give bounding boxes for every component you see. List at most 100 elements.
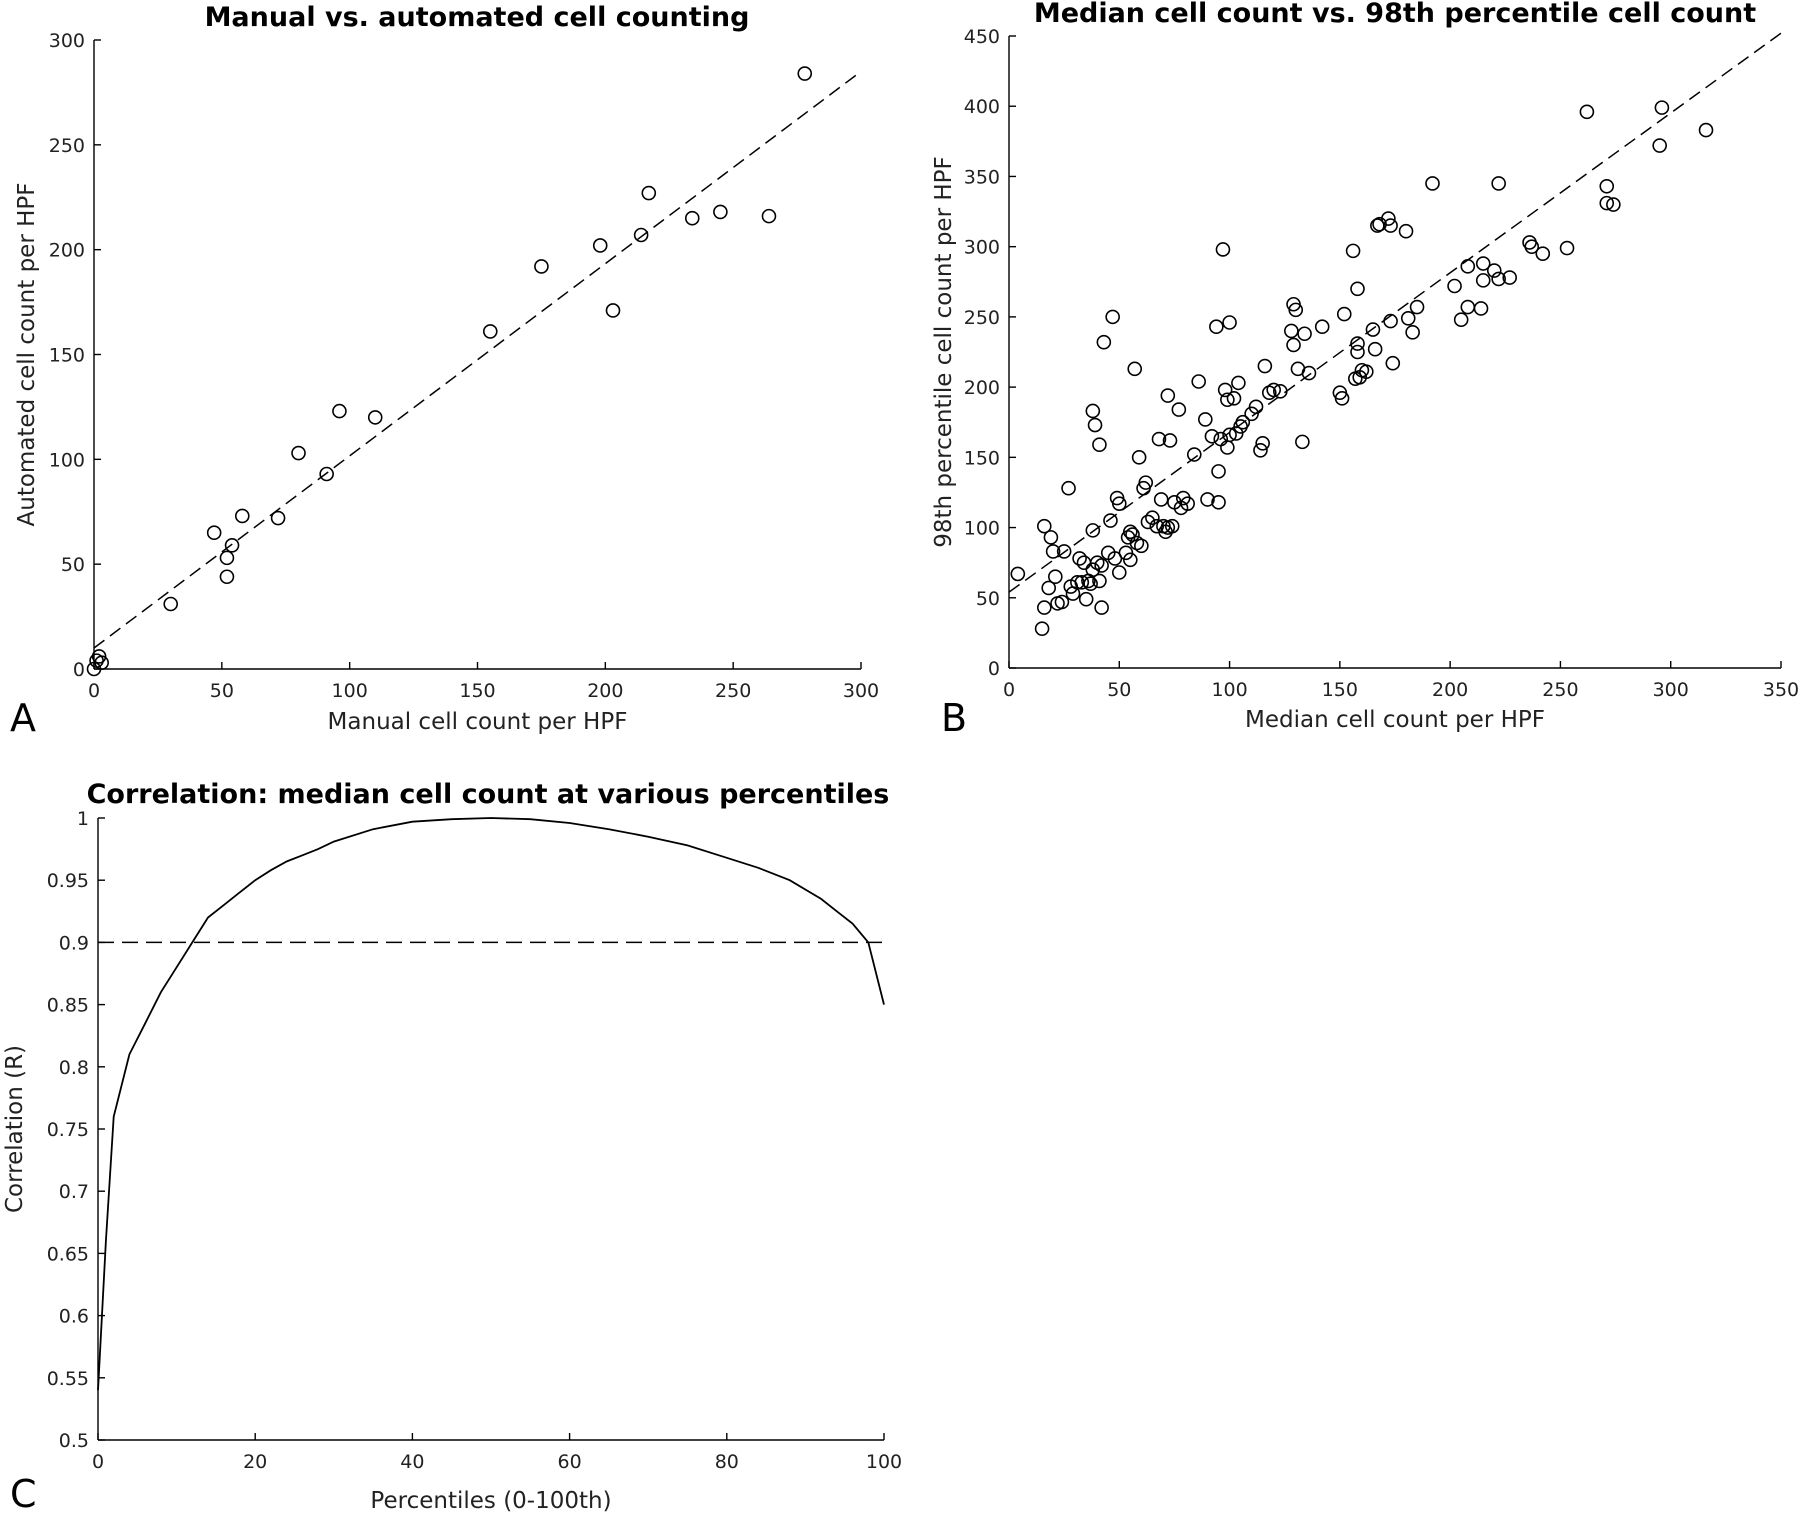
data-point (1535, 246, 1551, 261)
data-point (1244, 406, 1259, 422)
data-point (633, 227, 649, 243)
chart-title: Correlation: median cell count at variou… (87, 779, 890, 810)
y-tick-label: 450 (964, 26, 1000, 48)
x-tick-label: 50 (1107, 679, 1131, 701)
data-point (1257, 358, 1273, 374)
data-point (1383, 218, 1398, 233)
data-point (1606, 197, 1621, 212)
data-point (1140, 514, 1156, 530)
y-tick-label: 0 (73, 659, 85, 681)
data-point (1010, 566, 1026, 582)
data-point (1092, 437, 1107, 452)
data-point (1153, 492, 1169, 507)
data-point (1336, 306, 1352, 322)
data-point (1105, 309, 1120, 325)
data-point (1125, 527, 1140, 542)
data-point (1054, 594, 1070, 610)
data-point (1087, 417, 1103, 433)
data-point (1654, 100, 1670, 115)
y-tick-label: 50 (976, 588, 1000, 610)
data-point (1222, 315, 1237, 330)
data-point (319, 466, 334, 482)
y-tick-label: 0.8 (59, 1057, 89, 1079)
x-tick-label: 20 (243, 1451, 267, 1473)
data-point (1491, 176, 1506, 191)
data-point (1138, 475, 1154, 490)
data-point (482, 324, 498, 339)
data-point (1301, 365, 1317, 381)
data-point (1405, 325, 1420, 340)
y-tick-label: 200 (964, 377, 1000, 399)
data-point (1127, 361, 1143, 377)
data-point (1074, 575, 1090, 590)
data-point (1491, 271, 1506, 287)
y-tick-label: 0.7 (59, 1181, 89, 1203)
y-tick-label: 0.85 (47, 995, 89, 1017)
data-point (234, 508, 250, 524)
data-point (1345, 243, 1361, 259)
y-tick-label: 300 (49, 30, 85, 52)
x-tick-label: 250 (715, 680, 751, 702)
chart-panel-a: 0 50 100 150 200 250 300 0 50 100 150 200 250 300 Manu… (10, 2, 879, 740)
data-point (1094, 600, 1109, 615)
y-tick-label: 1 (77, 808, 89, 830)
data-point (1171, 402, 1187, 417)
data-point (1092, 573, 1107, 589)
data-point (1078, 591, 1094, 607)
data-point (1350, 344, 1365, 360)
data-point (1652, 138, 1667, 153)
panel-label: C (10, 1472, 37, 1513)
data-point (219, 550, 235, 566)
data-point (1365, 322, 1381, 337)
data-point (1145, 510, 1160, 526)
data-point (206, 525, 222, 541)
data-point (1383, 313, 1398, 329)
data-point (1559, 240, 1575, 256)
y-tick-label: 250 (49, 135, 85, 157)
data-point (1164, 518, 1180, 534)
y-tick-label: 0.6 (59, 1306, 89, 1328)
x-tick-label: 250 (1542, 679, 1578, 701)
data-point (1398, 223, 1414, 239)
data-point (1111, 565, 1127, 580)
data-point (605, 303, 621, 318)
y-tick-label: 100 (964, 518, 1000, 540)
x-tick-label: 100 (1211, 679, 1247, 701)
data-point (1186, 447, 1202, 462)
y-tick-label: 0.5 (59, 1430, 89, 1452)
x-tick-label: 350 (1763, 679, 1799, 701)
data-point (713, 204, 728, 220)
data-point (1235, 414, 1251, 430)
data-point (1475, 256, 1491, 271)
y-tick-label: 0.55 (47, 1368, 89, 1390)
panel-label: B (941, 696, 967, 740)
data-point (1228, 426, 1244, 441)
chart-title: Median cell count vs. 98th percentile ce… (1034, 0, 1756, 29)
data-point (1698, 122, 1714, 138)
data-point (1460, 299, 1476, 315)
data-point (1048, 569, 1063, 585)
data-point (1359, 364, 1374, 379)
y-tick-label: 100 (49, 449, 85, 471)
x-tick-label: 100 (866, 1451, 902, 1473)
data-point (1123, 552, 1138, 568)
data-point (1599, 178, 1615, 194)
data-point (1045, 544, 1061, 559)
x-axis-label: Median cell count per HPF (1245, 707, 1545, 733)
y-tick-label: 0.65 (47, 1243, 89, 1265)
y-tick-label: 300 (964, 237, 1000, 259)
data-point (1191, 374, 1206, 389)
data-point (1473, 301, 1489, 316)
x-tick-label: 200 (587, 680, 623, 702)
y-tick-label: 150 (964, 447, 1000, 469)
data-point (1475, 273, 1491, 288)
data-point (1085, 562, 1101, 577)
data-point (797, 66, 813, 81)
data-point (1118, 545, 1134, 561)
data-point (1409, 299, 1425, 315)
x-tick-label: 0 (88, 680, 100, 702)
data-point (270, 510, 286, 526)
x-tick-label: 100 (332, 680, 368, 702)
x-tick-label: 300 (843, 680, 879, 702)
y-tick-label: 0.75 (47, 1119, 89, 1141)
